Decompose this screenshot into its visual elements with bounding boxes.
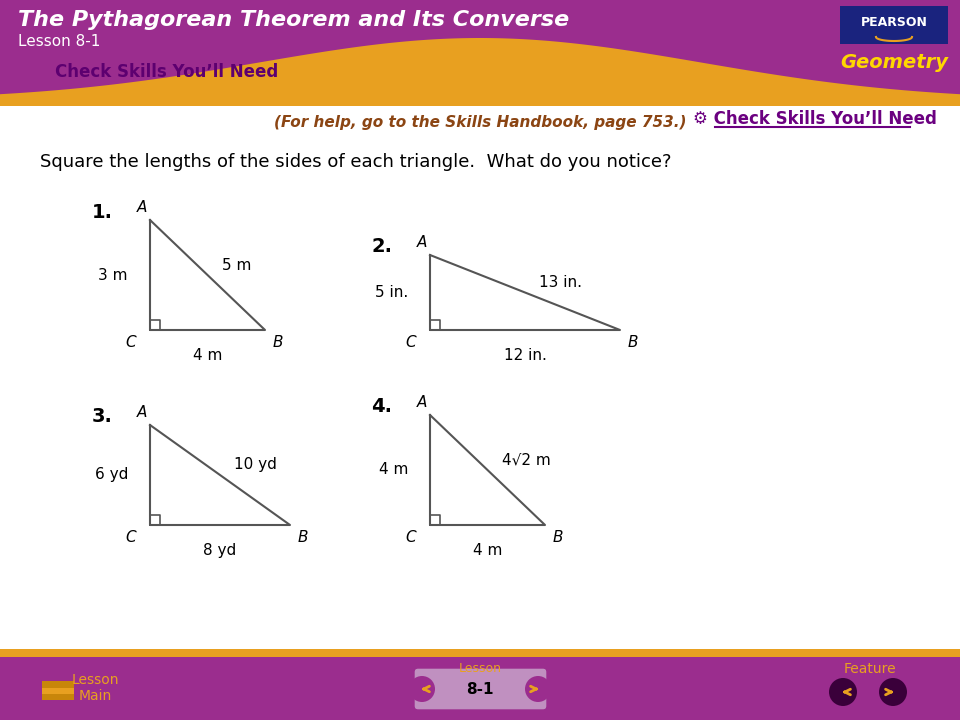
Polygon shape xyxy=(0,38,960,100)
Text: C: C xyxy=(405,530,416,545)
Text: The Pythagorean Theorem and Its Converse: The Pythagorean Theorem and Its Converse xyxy=(18,10,569,30)
Bar xyxy=(42,687,74,694)
Bar xyxy=(42,693,74,700)
Text: A: A xyxy=(137,405,147,420)
Text: 1.: 1. xyxy=(91,202,112,222)
Text: Feature: Feature xyxy=(844,662,897,676)
Text: 8-1: 8-1 xyxy=(467,683,493,698)
Text: Lesson: Lesson xyxy=(459,662,501,675)
Text: Square the lengths of the sides of each triangle.  What do you notice?: Square the lengths of the sides of each … xyxy=(40,153,671,171)
Text: A: A xyxy=(417,395,427,410)
Text: C: C xyxy=(126,530,136,545)
Text: 12 in.: 12 in. xyxy=(504,348,546,363)
Text: 4.: 4. xyxy=(372,397,393,416)
Bar xyxy=(840,6,948,44)
Text: Geometry: Geometry xyxy=(840,53,948,71)
Text: 10 yd: 10 yd xyxy=(234,457,276,472)
Text: B: B xyxy=(273,335,283,350)
Circle shape xyxy=(879,678,907,706)
Text: C: C xyxy=(126,335,136,350)
Bar xyxy=(0,98,960,106)
Text: Lesson
Main: Lesson Main xyxy=(71,673,119,703)
Text: B: B xyxy=(298,530,308,545)
Circle shape xyxy=(829,678,857,706)
Bar xyxy=(0,0,960,100)
Text: B: B xyxy=(553,530,564,545)
Text: 4 m: 4 m xyxy=(378,462,408,477)
Text: C: C xyxy=(405,335,416,350)
Text: 4 m: 4 m xyxy=(193,348,222,363)
Text: PEARSON: PEARSON xyxy=(860,16,927,29)
Circle shape xyxy=(409,676,435,702)
Bar xyxy=(0,655,960,720)
Text: 5 m: 5 m xyxy=(222,258,251,272)
Text: 4√2 m: 4√2 m xyxy=(501,452,550,467)
Text: ⚙ Check Skills You’ll Need: ⚙ Check Skills You’ll Need xyxy=(693,110,937,128)
Text: Check Skills You’ll Need: Check Skills You’ll Need xyxy=(55,63,278,81)
Text: B: B xyxy=(628,335,638,350)
Text: 5 in.: 5 in. xyxy=(374,285,408,300)
Text: 6 yd: 6 yd xyxy=(95,467,128,482)
Circle shape xyxy=(525,676,551,702)
Bar xyxy=(42,681,74,688)
Text: 2.: 2. xyxy=(372,238,393,256)
Text: 3.: 3. xyxy=(91,408,112,426)
Text: 8 yd: 8 yd xyxy=(204,543,236,558)
Text: A: A xyxy=(417,235,427,250)
Text: 3 m: 3 m xyxy=(99,268,128,282)
Text: A: A xyxy=(137,200,147,215)
Bar xyxy=(0,649,960,657)
Text: Lesson 8-1: Lesson 8-1 xyxy=(18,35,101,50)
Text: 4 m: 4 m xyxy=(473,543,502,558)
FancyBboxPatch shape xyxy=(414,668,547,710)
Text: 13 in.: 13 in. xyxy=(539,275,582,290)
Text: (For help, go to the Skills Handbook, page 753.): (For help, go to the Skills Handbook, pa… xyxy=(274,115,686,130)
